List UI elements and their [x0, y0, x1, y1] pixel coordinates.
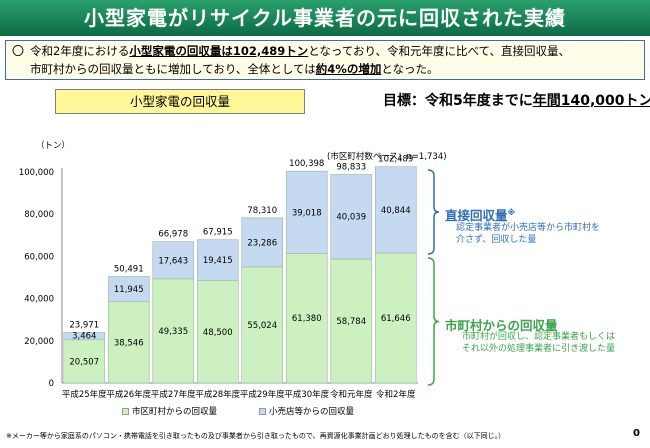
- bar-segment-municipal: [63, 339, 106, 384]
- goal-prefix: 目標：令和5年度までに: [383, 93, 533, 109]
- brace-direct: [427, 169, 440, 255]
- direct-collection-title-text: 直接回収量: [445, 208, 508, 223]
- y-tick-label: 40,000: [24, 295, 54, 305]
- summary-highlight-volume: 小型家電の回収量は102,489トン: [129, 44, 309, 58]
- data-label: 58,784: [336, 317, 366, 327]
- data-label: 23,286: [247, 238, 277, 248]
- legend-municipal: 市区町村からの回収量: [122, 405, 217, 417]
- x-tick-label: 平成29年度: [240, 389, 285, 400]
- data-label: 61,380: [292, 314, 322, 324]
- direct-desc-line-2: 介さず、回収した量: [456, 235, 537, 245]
- bar-segment-retail: [196, 239, 239, 281]
- total-label: 23,971: [69, 320, 99, 330]
- summary-text-1: 令和2年度における: [30, 44, 130, 58]
- municipal-desc-line-1: 市町村が回収し、認定事業者もしくは: [462, 332, 616, 342]
- summary-highlight-increase: 約4%の増加: [315, 62, 382, 76]
- direct-collection-mark: ※: [507, 207, 516, 217]
- summary-text-3: となっており、令和元年度に比べて、直接回収量、: [308, 44, 570, 58]
- total-label: 78,310: [247, 206, 277, 216]
- legend-retail: 小売店等からの回収量: [259, 405, 354, 417]
- chart-title: 小型家電の回収量: [55, 89, 305, 114]
- summary-bullet: 〇: [12, 44, 25, 58]
- bar-segment-municipal: [152, 278, 195, 384]
- total-label: 66,978: [158, 230, 188, 240]
- legend-swatch-retail: [259, 407, 266, 415]
- municipal-collection-desc: 市町村が回収し、認定事業者もしくは それ以外の処理事業者に引き渡した量: [462, 331, 615, 355]
- bar-segment-municipal: [374, 252, 417, 384]
- goal-value: 年間140,000トン: [532, 93, 650, 109]
- data-label: 20,507: [69, 357, 99, 367]
- page-title: 小型家電がリサイクル事業者の元に回収された実績: [0, 0, 650, 36]
- brace-municipal: [427, 257, 440, 386]
- legend-label-retail: 小売店等からの回収量: [269, 407, 355, 417]
- x-tick-label: 平成28年度: [195, 389, 240, 400]
- bar-segment-municipal: [330, 258, 373, 384]
- y-tick-label: 60,000: [24, 252, 54, 262]
- bar-segment-retail: [374, 166, 417, 254]
- bar-segment-retail: [330, 174, 373, 260]
- x-tick-label: 平成25年度: [62, 389, 107, 400]
- footnote: ※メーカー等から家庭系のパソコン・携帯電話を引き取ったもの及び事業者から引き取っ…: [6, 432, 506, 440]
- x-tick-label: 平成27年度: [151, 389, 196, 400]
- bar-segment-retail: [107, 276, 150, 302]
- total-label: 67,915: [203, 228, 233, 238]
- direct-collection-title: 直接回収量※: [445, 205, 515, 224]
- y-tick-label: 80,000: [24, 210, 54, 220]
- bar-segment-retail: [241, 217, 284, 268]
- summary-text-6: となった。: [381, 62, 439, 76]
- legend-swatch-municipal: [122, 407, 129, 415]
- data-label: 55,024: [247, 321, 277, 331]
- data-label: 38,546: [114, 338, 144, 348]
- summary-text: 令和2年度における小型家電の回収量は102,489トンとなっており、令和元年度に…: [30, 42, 638, 78]
- bar-segment-municipal: [107, 301, 150, 384]
- data-label: 19,415: [203, 256, 233, 266]
- total-label: 98,833: [336, 162, 366, 172]
- direct-desc-line-1: 認定事業者が小売店等から市町村を: [456, 223, 601, 233]
- x-tick-label: 令和元年度: [330, 389, 373, 400]
- total-label: 100,398: [289, 159, 324, 169]
- total-label: 50,491: [114, 264, 144, 274]
- legend-label-municipal: 市区町村からの回収量: [132, 407, 218, 417]
- bar-segment-retail: [63, 332, 106, 341]
- y-tick-label: 100,000: [19, 168, 54, 178]
- bar-segment-retail: [152, 241, 195, 280]
- data-label: 39,018: [292, 208, 322, 218]
- bar-segment-municipal: [196, 280, 239, 384]
- data-label: 40,844: [381, 206, 411, 216]
- y-tick-label: 20,000: [24, 337, 54, 347]
- summary-box: 〇 令和2年度における小型家電の回収量は102,489トンとなっており、令和元年…: [5, 40, 645, 80]
- summary-text-4: 市町村からの回収量ともに増加しており、全体としては: [30, 62, 316, 76]
- data-label: 48,500: [203, 328, 233, 338]
- goal-text: 目標：令和5年度までに年間140,000トン: [383, 90, 650, 110]
- data-label: 17,643: [158, 256, 188, 266]
- bar-segment-municipal: [285, 253, 328, 384]
- direct-collection-desc: 認定事業者が小売店等から市町村を 介さず、回収した量: [456, 222, 600, 246]
- base-note: (市区町村数ベース：n=1,734): [327, 152, 447, 162]
- x-tick-label: 令和2年度: [376, 389, 416, 400]
- page-number: 0: [633, 428, 640, 439]
- x-tick-label: 平成30年度: [284, 389, 329, 400]
- municipal-desc-line-2: それ以外の処理事業者に引き渡した量: [462, 344, 616, 354]
- bar-segment-municipal: [241, 266, 284, 384]
- x-tick-label: 平成26年度: [106, 389, 151, 400]
- data-label: 11,945: [114, 285, 144, 295]
- data-label: 3,464: [72, 331, 96, 341]
- municipal-collection-title: 市町村からの回収量: [445, 318, 558, 333]
- data-label: 61,646: [381, 314, 411, 324]
- y-axis-unit: （トン）: [36, 141, 71, 151]
- total-label: 102,489: [378, 155, 413, 165]
- bar-segment-retail: [285, 170, 328, 254]
- data-label: 40,039: [336, 213, 366, 223]
- y-tick-label: 0: [49, 379, 54, 389]
- data-label: 49,335: [158, 327, 188, 337]
